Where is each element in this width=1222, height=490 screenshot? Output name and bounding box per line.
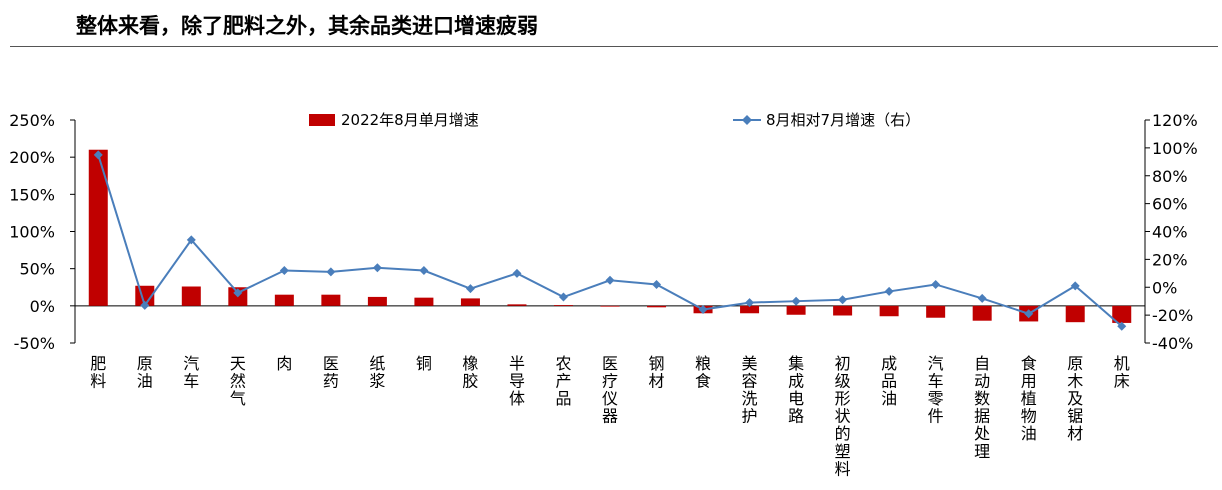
line-point — [698, 305, 708, 315]
line-point — [1024, 309, 1034, 319]
category-label: 肥料 — [90, 354, 106, 391]
line-point — [326, 267, 336, 277]
right-tick-label: 100% — [1152, 139, 1198, 158]
line-series — [93, 150, 1127, 331]
left-tick-label: 50% — [19, 260, 55, 279]
left-tick-label: 0% — [30, 297, 55, 316]
right-tick-label: 60% — [1152, 195, 1188, 214]
legend-line-label: 8月相对7月增速（右） — [766, 111, 920, 129]
line-point — [931, 279, 941, 289]
bar — [740, 305, 760, 314]
category-label: 成品油 — [881, 354, 897, 408]
category-label: 钢材 — [649, 354, 665, 391]
chart-title: 整体来看，除了肥料之外，其余品类进口增速疲弱 — [76, 14, 538, 38]
category-label: 汽车零件 — [928, 354, 944, 426]
bar — [414, 297, 434, 306]
legend: 2022年8月单月增速 8月相对7月增速（右） — [309, 111, 920, 129]
axes: -50% 0% 50% 100% 150% 200% 250% -40% -20% 0% 20% 40… — [9, 111, 1198, 353]
bar — [321, 294, 341, 306]
line-point — [884, 286, 894, 296]
line-point — [745, 298, 755, 308]
bar — [647, 305, 667, 308]
bar — [507, 304, 527, 306]
line-point — [977, 293, 987, 303]
category-label: 农产品 — [555, 354, 571, 408]
category-label: 医药 — [323, 354, 339, 391]
bar — [367, 296, 387, 306]
category-label: 原油 — [137, 354, 153, 391]
category-label: 汽车 — [183, 354, 199, 391]
bar — [181, 286, 201, 306]
category-label: 医疗仪器 — [602, 354, 618, 426]
category-label: 半导体 — [509, 354, 525, 408]
line-point — [791, 296, 801, 306]
category-label: 集成电路 — [788, 354, 804, 426]
line-point — [233, 288, 243, 298]
bar — [553, 305, 573, 306]
legend-bar-label: 2022年8月单月增速 — [341, 111, 479, 129]
line-point — [140, 300, 150, 310]
category-label: 美容洗护 — [742, 354, 758, 426]
right-tick-label: 0% — [1152, 278, 1177, 297]
line-point — [93, 150, 103, 160]
bar — [972, 305, 992, 321]
right-tick-label: -20% — [1152, 306, 1193, 325]
bar — [1065, 305, 1085, 323]
line-point — [1117, 321, 1127, 331]
line-point — [419, 266, 429, 276]
right-tick-label: 80% — [1152, 167, 1188, 186]
right-tick-label: -40% — [1152, 334, 1193, 353]
right-tick-label: 40% — [1152, 223, 1188, 242]
category-label: 原木及锯材 — [1067, 354, 1083, 443]
category-label: 自动数据处理 — [974, 354, 990, 461]
right-tick-label: 120% — [1152, 111, 1198, 130]
legend-bar-swatch — [309, 114, 335, 126]
bar-series — [88, 149, 1132, 323]
category-label: 机床 — [1114, 354, 1130, 391]
left-tick-label: 250% — [9, 111, 55, 130]
left-tick-label: 200% — [9, 148, 55, 167]
line-point — [558, 292, 568, 302]
line-point — [605, 275, 615, 285]
category-label: 天然气 — [230, 354, 246, 408]
category-label: 铜 — [416, 354, 432, 373]
line-point — [372, 263, 382, 273]
line-point — [186, 235, 196, 245]
series-line — [97, 154, 1123, 328]
line-point — [838, 295, 848, 305]
line-point — [1070, 281, 1080, 291]
category-label: 食用植物油 — [1021, 354, 1037, 443]
line-point — [652, 279, 662, 289]
category-label: 肉 — [276, 354, 292, 373]
bar — [926, 305, 946, 318]
category-label: 橡胶 — [462, 354, 478, 391]
bar — [274, 294, 294, 306]
line-point — [512, 268, 522, 278]
bar — [833, 305, 853, 316]
line-point — [465, 284, 475, 294]
bar — [600, 305, 620, 307]
right-tick-label: 20% — [1152, 250, 1188, 269]
bar — [88, 149, 108, 306]
bar — [879, 305, 899, 317]
category-label: 初级形状的塑料 — [835, 354, 851, 479]
bar — [1112, 305, 1132, 323]
title-divider — [10, 46, 1218, 47]
legend-line-marker — [742, 115, 752, 125]
line-point — [279, 266, 289, 276]
left-tick-label: 100% — [9, 223, 55, 242]
left-tick-label: 150% — [9, 185, 55, 204]
category-label: 粮食 — [695, 354, 711, 391]
left-tick-label: -50% — [14, 334, 55, 353]
bar — [786, 305, 806, 315]
bar — [460, 298, 480, 306]
category-label: 纸浆 — [369, 354, 385, 391]
